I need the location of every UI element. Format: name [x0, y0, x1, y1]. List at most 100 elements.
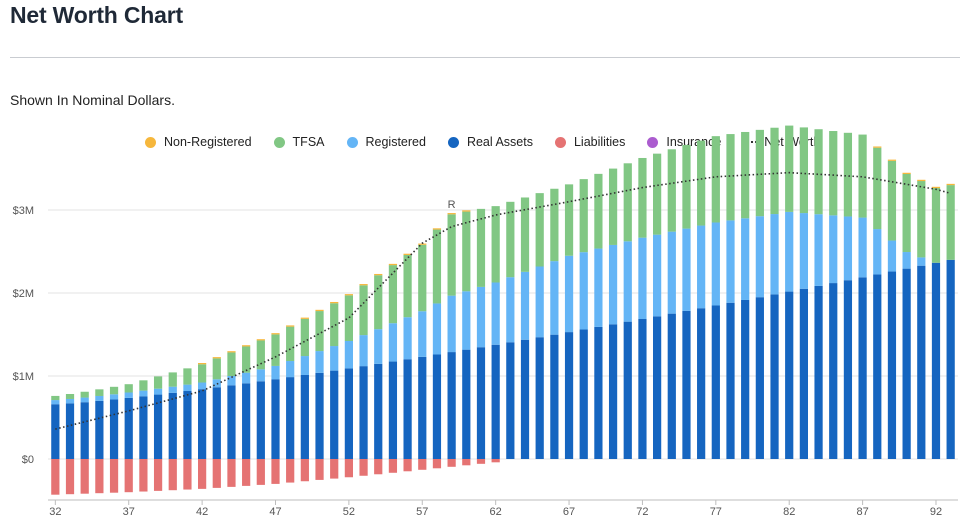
bar-real-assets: [623, 321, 632, 459]
bar-tfsa: [711, 136, 720, 223]
legend-item-insurance[interactable]: Insurance: [647, 135, 721, 149]
bar-tfsa: [653, 153, 662, 235]
legend-dot-icon: [447, 136, 459, 148]
bar-real-assets: [594, 326, 603, 459]
bar-tfsa: [623, 163, 632, 242]
bar-real-assets: [388, 361, 398, 459]
bar-non-registered: [902, 172, 911, 175]
bar-registered: [476, 286, 486, 348]
bar-real-assets: [462, 349, 471, 459]
legend-label: TFSA: [292, 135, 325, 149]
bar-real-assets: [374, 363, 383, 459]
bar-registered: [579, 252, 588, 330]
bar-tfsa: [946, 185, 955, 260]
legend-label: Registered: [365, 135, 426, 149]
bar-registered: [917, 257, 926, 266]
legend-item-registered[interactable]: Registered: [346, 135, 426, 149]
legend-item-non-registered[interactable]: Non-Registered: [145, 135, 252, 149]
bar-tfsa: [242, 346, 251, 373]
bar-registered: [755, 216, 764, 298]
bar-non-registered: [344, 294, 353, 296]
bar-registered: [594, 248, 603, 327]
bar-registered: [799, 213, 808, 289]
bar-real-assets: [946, 259, 955, 459]
bar-tfsa: [388, 265, 398, 324]
bar-registered: [858, 217, 867, 278]
bar-real-assets: [638, 319, 647, 459]
bar-real-assets: [286, 377, 295, 459]
bar-tfsa: [109, 386, 119, 395]
bar-tfsa: [814, 129, 823, 215]
bar-registered: [535, 266, 544, 338]
bar-registered: [711, 222, 720, 306]
bar-non-registered: [286, 325, 295, 327]
bar-registered: [682, 228, 691, 311]
bar-real-assets: [829, 283, 838, 459]
bar-registered: [653, 234, 662, 317]
bar-registered: [330, 346, 339, 371]
bar-real-assets: [271, 379, 280, 459]
legend-item-liabilities[interactable]: Liabilities: [554, 135, 626, 149]
bar-liabilities: [242, 459, 251, 486]
bar-tfsa: [462, 211, 471, 292]
bar-real-assets: [858, 277, 867, 459]
x-tick-label: 72: [636, 506, 648, 518]
bar-non-registered: [388, 263, 398, 266]
bar-liabilities: [51, 459, 60, 495]
bar-tfsa: [227, 352, 236, 377]
bar-registered: [814, 214, 823, 286]
bar-real-assets: [550, 334, 559, 459]
bar-real-assets: [109, 399, 119, 459]
bar-real-assets: [770, 294, 779, 459]
bar-registered: [697, 225, 706, 309]
bar-registered: [242, 372, 251, 384]
bar-tfsa: [153, 376, 163, 389]
bar-tfsa: [506, 201, 515, 278]
bar-tfsa: [476, 208, 486, 287]
legend-item-tfsa[interactable]: TFSA: [273, 135, 325, 149]
bar-tfsa: [212, 358, 221, 380]
bar-tfsa: [579, 179, 588, 253]
bar-registered: [124, 392, 133, 398]
bar-liabilities: [462, 459, 471, 466]
bar-liabilities: [212, 459, 221, 488]
bar-registered: [667, 231, 676, 314]
bar-real-assets: [80, 402, 89, 459]
legend-item-real-assets[interactable]: Real Assets: [447, 135, 533, 149]
bar-tfsa: [330, 303, 339, 347]
x-tick-label: 47: [269, 506, 281, 518]
bar-real-assets: [520, 339, 530, 459]
bar-real-assets: [682, 310, 691, 459]
bar-tfsa: [564, 184, 574, 256]
bar-registered: [403, 317, 412, 360]
bar-registered: [344, 340, 353, 369]
bar-registered: [153, 388, 163, 395]
net-worth-line: [55, 171, 951, 430]
bar-liabilities: [183, 459, 192, 490]
bar-real-assets: [198, 389, 207, 459]
bar-liabilities: [315, 459, 324, 480]
bar-tfsa: [755, 129, 764, 217]
retirement-marker-label: R: [448, 199, 456, 211]
x-tick-label: 37: [123, 506, 135, 518]
bar-non-registered: [256, 339, 265, 341]
bar-non-registered: [271, 333, 280, 335]
bar-liabilities: [271, 459, 280, 484]
bar-liabilities: [432, 459, 442, 469]
bar-registered: [80, 397, 89, 403]
bar-non-registered: [242, 345, 251, 347]
y-tick-label: $3M: [13, 205, 34, 217]
bar-liabilities: [168, 459, 177, 491]
bar-non-registered: [917, 179, 926, 182]
bar-registered: [65, 398, 75, 404]
bar-tfsa: [271, 334, 280, 366]
x-tick-label: 77: [710, 506, 722, 518]
bar-tfsa: [520, 197, 530, 272]
bar-liabilities: [153, 459, 163, 491]
legend-label: Liabilities: [573, 135, 626, 149]
bar-registered: [315, 351, 324, 373]
legend-label: Non-Registered: [164, 135, 252, 149]
bar-tfsa: [931, 188, 941, 263]
bar-real-assets: [300, 374, 309, 459]
bar-real-assets: [843, 280, 853, 459]
